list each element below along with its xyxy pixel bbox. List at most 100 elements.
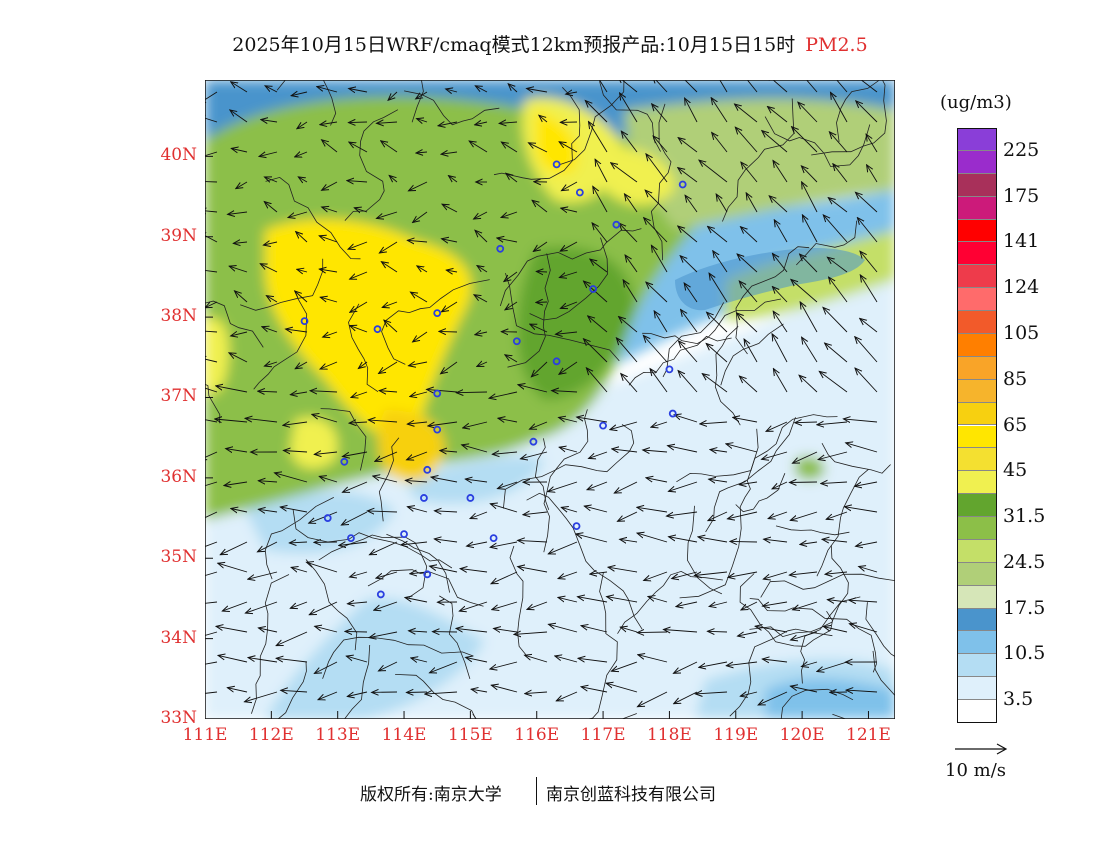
wind-arrow [245,691,278,702]
wind-arrow [730,541,758,542]
wind-arrow [286,329,308,332]
colorbar-bin [957,654,997,678]
wind-arrow [307,562,338,573]
wind-arrow [205,91,218,104]
wind-arrow [709,602,728,607]
colorbar-bin [957,196,997,220]
wind-arrow [708,631,728,632]
wind-arrow [456,628,488,632]
wind-arrow [726,444,758,453]
wind-arrow [650,369,668,393]
wind-arrow [314,452,338,454]
wind-arrow [248,658,278,663]
wind-reference-label: 10 m/s [945,760,1006,781]
wind-arrow [637,533,668,543]
wind-arrow [475,332,488,335]
lon-label: 113E [315,725,361,745]
wind-arrow [552,391,578,392]
title-text: 2025年10月15日WRF/cmaq模式12km预报产品:10月15日15时 [232,34,796,56]
wind-arrow [506,173,518,183]
wind-arrow [618,80,638,93]
wind-arrow [818,451,848,460]
boundary-line [240,258,324,311]
station-marker [512,337,521,346]
wind-arrow [377,211,398,218]
wind-arrow [319,236,338,243]
boundary-line [811,80,887,156]
footer-copyright: 版权所有:南京大学 [360,785,502,805]
wind-arrow [821,482,848,484]
wind-arrow [245,601,278,613]
colorbar-bin [957,173,997,197]
wind-arrow [644,571,668,581]
wind-arrow [827,257,848,273]
wind-arrow [367,511,398,512]
wind-arrow [216,386,248,393]
lat-label: 33N [160,708,197,728]
station-marker [575,188,584,197]
wind-arrow [558,597,578,603]
colorbar-label: 105 [1003,321,1040,344]
wind-arrow [205,571,218,577]
station-marker [552,357,561,366]
wind-arrow [368,420,398,422]
wind-arrow [475,230,488,243]
wind-arrow [674,691,698,704]
wind-arrow [822,539,848,542]
wind-arrow [205,691,218,694]
wind-arrow [381,262,398,273]
colorbar-label: 141 [1003,230,1040,253]
wind-arrow [607,597,638,603]
wind-arrow [498,481,518,489]
wind-arrow [205,511,218,519]
wind-arrow [348,122,368,123]
colorbar-bin [957,242,997,266]
wind-arrow [259,152,278,156]
colorbar-bin [957,128,997,151]
wind-arrow [584,506,608,513]
wind-arrow [773,311,788,333]
wind-arrow [345,631,368,632]
wind-arrow [556,691,578,701]
boundary-line [872,650,895,697]
wind-arrow [792,127,818,153]
wind-arrow [669,537,698,543]
wind-arrow [465,479,488,482]
boundary-line [205,383,221,424]
boundary-line [277,661,307,719]
wind-arrow [218,563,248,573]
wind-arrow [589,451,608,458]
wind-arrow [719,80,728,93]
wind-arrow [477,362,488,367]
wind-arrow [646,154,668,183]
wind-arrow [205,601,218,604]
station-marker [489,534,498,543]
wind-arrow [678,226,698,243]
wind-arrow [409,362,428,366]
colorbar-bin [957,494,997,518]
wind-arrow [354,208,368,212]
wind-arrow [664,630,698,633]
colorbar-label: 85 [1003,367,1028,390]
wind-arrow [374,601,398,610]
station-marker [423,465,432,474]
boundary-line [780,688,854,719]
wind-arrow [463,421,488,428]
station-marker [423,570,432,579]
wind-arrow [377,122,398,123]
wind-arrow [762,131,788,153]
wind-arrow [674,415,698,423]
wind-arrow [592,223,608,243]
wind-arrow [376,571,398,578]
colorbar-label: 124 [1003,276,1040,299]
lon-label: 115E [447,725,493,745]
wind-arrow [205,270,218,273]
wind-arrow [548,541,578,554]
wind-arrow [477,266,488,273]
wind-arrow [824,627,848,633]
wind-arrow [349,142,368,153]
colorbar-frame [957,128,997,723]
wind-arrow [322,207,338,213]
wind-arrow [766,421,788,431]
wind-arrow [310,391,338,392]
